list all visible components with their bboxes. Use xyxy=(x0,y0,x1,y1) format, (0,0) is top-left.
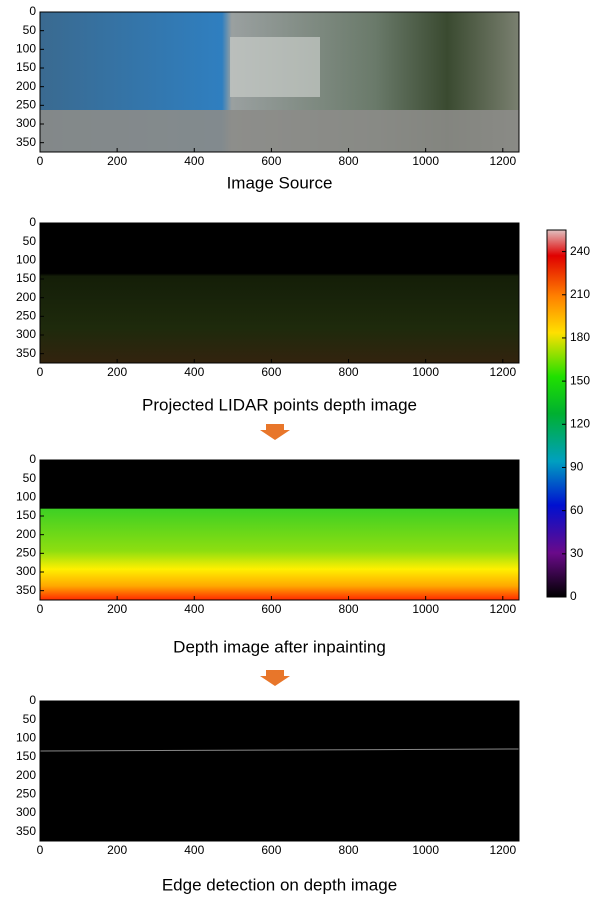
y-tick-label: 50 xyxy=(23,234,37,248)
y-tick-label: 250 xyxy=(16,546,36,560)
y-tick-label: 350 xyxy=(16,135,36,149)
y-tick-label: 100 xyxy=(16,253,36,267)
y-tick-label: 100 xyxy=(16,42,36,56)
y-tick-label: 0 xyxy=(29,4,36,18)
x-tick-label: 0 xyxy=(37,843,44,857)
y-tick-label: 350 xyxy=(16,824,36,838)
plot-frame xyxy=(39,459,520,601)
caption: Projected LIDAR points depth image xyxy=(142,395,417,414)
x-tick-label: 200 xyxy=(107,843,127,857)
colorbar-tick-label: 120 xyxy=(570,416,590,430)
colorbar-tick-label: 210 xyxy=(570,287,590,301)
x-tick-label: 1000 xyxy=(412,154,439,168)
y-tick-label: 150 xyxy=(16,508,36,522)
x-tick-label: 0 xyxy=(37,154,44,168)
x-tick-label: 1000 xyxy=(412,602,439,616)
x-tick-label: 1200 xyxy=(489,843,516,857)
y-tick-label: 200 xyxy=(16,79,36,93)
y-tick-label: 150 xyxy=(16,271,36,285)
colorbar-tick-label: 60 xyxy=(570,503,584,517)
x-tick-label: 0 xyxy=(37,365,44,379)
plot-frame xyxy=(39,11,520,153)
y-tick-label: 50 xyxy=(23,471,37,485)
x-tick-label: 200 xyxy=(107,602,127,616)
x-tick-label: 800 xyxy=(339,843,359,857)
y-tick-label: 150 xyxy=(16,749,36,763)
plot-frame xyxy=(39,222,520,364)
y-tick-label: 350 xyxy=(16,583,36,597)
y-tick-label: 200 xyxy=(16,768,36,782)
y-tick-label: 50 xyxy=(23,712,37,726)
colorbar-tick-label: 0 xyxy=(570,589,577,603)
image-edge xyxy=(39,748,520,752)
x-tick-label: 1200 xyxy=(489,154,516,168)
x-tick-label: 800 xyxy=(339,602,359,616)
x-tick-label: 200 xyxy=(107,154,127,168)
y-tick-label: 0 xyxy=(29,693,36,707)
x-tick-label: 600 xyxy=(261,843,281,857)
x-tick-label: 600 xyxy=(261,154,281,168)
arrow xyxy=(260,424,290,440)
y-tick-label: 100 xyxy=(16,490,36,504)
caption: Image Source xyxy=(227,173,333,192)
y-tick-label: 50 xyxy=(23,23,37,37)
y-tick-label: 300 xyxy=(16,805,36,819)
arrow xyxy=(260,670,290,686)
x-tick-label: 600 xyxy=(261,602,281,616)
image-ground xyxy=(40,110,519,152)
image xyxy=(40,701,519,841)
image xyxy=(40,223,519,363)
colorbar xyxy=(546,229,567,598)
caption: Depth image after inpainting xyxy=(173,637,386,656)
y-tick-label: 250 xyxy=(16,309,36,323)
colorbar-tick-label: 180 xyxy=(570,330,590,344)
y-tick-label: 0 xyxy=(29,452,36,466)
x-tick-label: 400 xyxy=(184,154,204,168)
colorbar-tick-label: 150 xyxy=(570,373,590,387)
y-tick-label: 150 xyxy=(16,60,36,74)
x-tick-label: 400 xyxy=(184,365,204,379)
y-tick-label: 100 xyxy=(16,731,36,745)
colorbar-tick-label: 90 xyxy=(570,460,584,474)
image xyxy=(40,460,519,600)
x-tick-label: 1000 xyxy=(412,843,439,857)
y-tick-label: 250 xyxy=(16,787,36,801)
y-tick-label: 300 xyxy=(16,327,36,341)
y-tick-label: 200 xyxy=(16,527,36,541)
colorbar-tick-label: 30 xyxy=(570,546,584,560)
x-tick-label: 1000 xyxy=(412,365,439,379)
x-tick-label: 400 xyxy=(184,843,204,857)
caption: Edge detection on depth image xyxy=(162,875,397,894)
plot-frame xyxy=(39,700,520,842)
y-tick-label: 300 xyxy=(16,564,36,578)
y-tick-label: 250 xyxy=(16,98,36,112)
y-tick-label: 350 xyxy=(16,346,36,360)
x-tick-label: 800 xyxy=(339,365,359,379)
x-tick-label: 800 xyxy=(339,154,359,168)
x-tick-label: 400 xyxy=(184,602,204,616)
y-tick-label: 0 xyxy=(29,215,36,229)
y-tick-label: 200 xyxy=(16,290,36,304)
x-tick-label: 1200 xyxy=(489,365,516,379)
y-tick-label: 300 xyxy=(16,116,36,130)
x-tick-label: 0 xyxy=(37,602,44,616)
image-window xyxy=(230,37,320,97)
x-tick-label: 200 xyxy=(107,365,127,379)
colorbar-tick-label: 240 xyxy=(570,244,590,258)
x-tick-label: 600 xyxy=(261,365,281,379)
x-tick-label: 1200 xyxy=(489,602,516,616)
